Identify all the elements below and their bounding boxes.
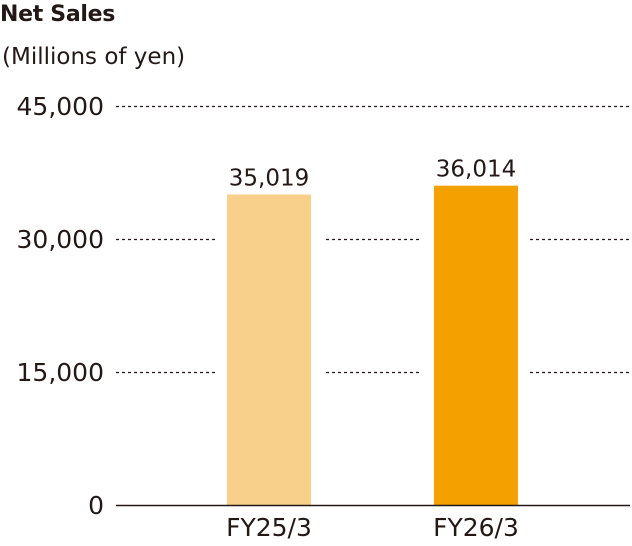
gridline-gap	[311, 237, 323, 242]
data-label: 36,014	[436, 157, 516, 183]
y-tick-label: 30,000	[17, 225, 104, 254]
gridline-gap	[215, 237, 227, 242]
chart-title: Net Sales	[0, 2, 116, 27]
y-tick-labels: 0 15,000 30,000 45,000	[17, 92, 104, 520]
bar	[434, 185, 518, 505]
gridline-gap	[518, 370, 530, 375]
data-label: 35,019	[229, 165, 309, 191]
data-labels: 35,019 36,014	[229, 157, 516, 192]
x-tick-label: FY26/3	[433, 513, 519, 542]
gridline-gap	[518, 237, 530, 242]
bar	[227, 194, 311, 505]
gridlines	[116, 105, 630, 375]
gridline-gap	[422, 237, 434, 242]
x-tick-labels: FY25/3 FY26/3	[226, 513, 519, 542]
gridline-gap	[311, 370, 323, 375]
y-tick-label: 0	[88, 491, 104, 520]
x-tick-label: FY25/3	[226, 513, 312, 542]
chart-subtitle: (Millions of yen)	[2, 44, 186, 70]
y-tick-label: 45,000	[17, 92, 104, 121]
y-tick-label: 15,000	[17, 358, 104, 387]
bars	[227, 185, 518, 505]
gridline-gap	[215, 370, 227, 375]
gridline-gap	[422, 370, 434, 375]
